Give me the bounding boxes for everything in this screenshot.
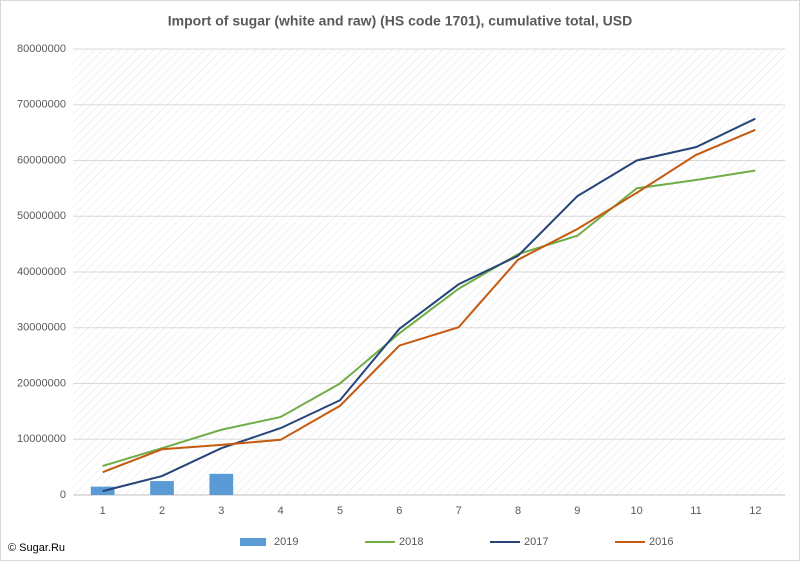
- legend-label: 2017: [524, 536, 548, 548]
- x-tick-label: 2: [159, 505, 165, 517]
- credit: © Sugar.Ru: [8, 542, 65, 554]
- y-tick-label: 50000000: [17, 210, 66, 222]
- legend-label: 2019: [274, 536, 298, 548]
- x-tick-label: 1: [100, 505, 106, 517]
- x-tick-label: 5: [337, 505, 343, 517]
- x-tick-label: 8: [515, 505, 521, 517]
- bar: [209, 473, 234, 495]
- y-tick-label: 20000000: [17, 377, 66, 389]
- x-tick-label: 6: [396, 505, 402, 517]
- bar: [150, 481, 174, 495]
- y-tick-label: 60000000: [17, 154, 66, 166]
- legend-label: 2018: [399, 536, 423, 548]
- x-tick-label: 10: [631, 505, 643, 517]
- y-tick-label: 70000000: [17, 99, 66, 111]
- x-tick-label: 9: [574, 505, 580, 517]
- y-tick-label: 30000000: [17, 322, 66, 334]
- y-tick-label: 0: [60, 489, 66, 501]
- x-tick-label: 7: [456, 505, 462, 517]
- legend-label: 2016: [649, 536, 673, 548]
- x-tick-label: 11: [690, 505, 701, 517]
- chart-title: Import of sugar (white and raw) (HS code…: [168, 13, 632, 29]
- x-tick-label: 3: [218, 505, 224, 517]
- line: [102, 117, 756, 493]
- line: [102, 128, 756, 474]
- x-tick-label: 12: [749, 505, 761, 517]
- y-tick-label: 40000000: [17, 266, 66, 278]
- legend-swatch: [240, 538, 266, 546]
- x-tick-label: 4: [278, 505, 284, 517]
- y-tick-label: 80000000: [17, 43, 66, 55]
- y-tick-label: 10000000: [17, 433, 66, 445]
